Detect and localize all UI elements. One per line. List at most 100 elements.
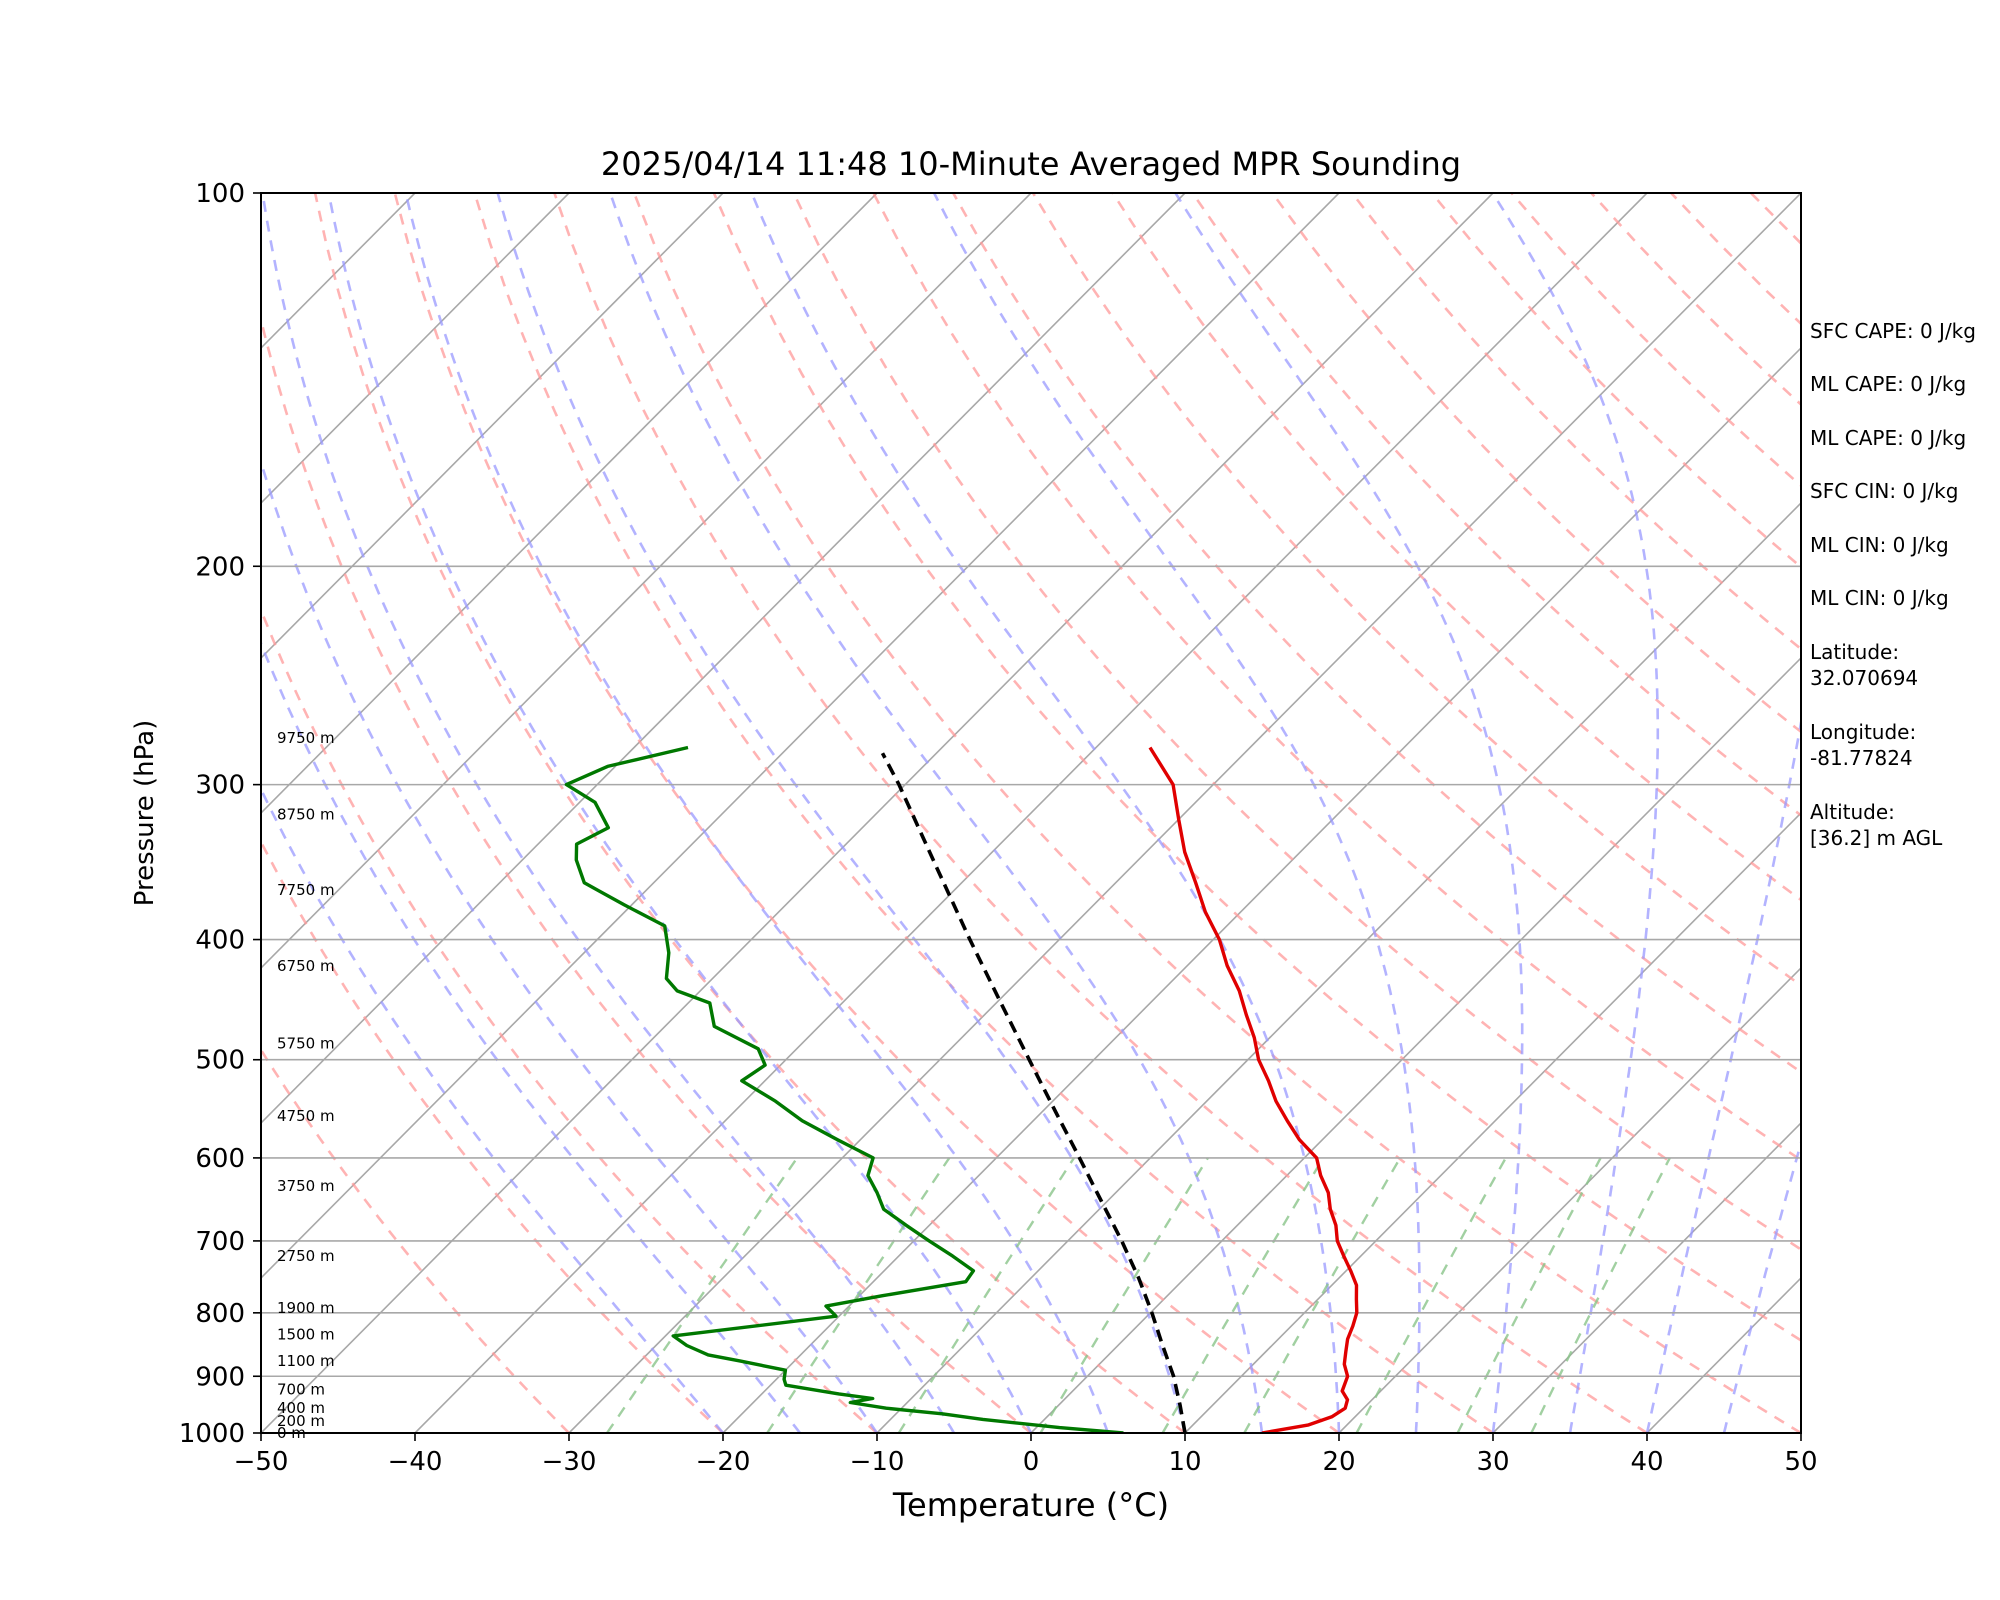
- longitude-label: Longitude:: [1810, 720, 1917, 744]
- moist-adiabat-line: [932, 193, 1421, 1433]
- dry-adiabat-line: [261, 839, 724, 1433]
- dry-adiabat-line: [872, 193, 1801, 1162]
- y-tick-label: 400: [195, 926, 245, 956]
- isotherm-line: [261, 193, 878, 815]
- isotherm-line: [722, 346, 1801, 1433]
- height-label: 4750 m: [277, 1107, 335, 1125]
- moist-adiabat-line: [1722, 1138, 1801, 1433]
- isotherm-line: [261, 193, 724, 660]
- x-tick-label: −20: [696, 1447, 751, 1477]
- dewpoint-line: [564, 745, 1124, 1433]
- moist-adiabat-line: [261, 457, 879, 1433]
- x-tick-label: 30: [1476, 1447, 1509, 1477]
- height-label: 5750 m: [277, 1034, 335, 1052]
- mixing-ratio-line: [606, 1157, 799, 1433]
- height-label: 700 m: [277, 1380, 325, 1398]
- moist-adiabat-line: [1645, 715, 1801, 1433]
- isotherm-line: [261, 193, 1186, 1125]
- y-axis-label: Pressure (hPa): [130, 720, 160, 907]
- dry-adiabat-line: [473, 193, 1494, 1433]
- x-tick-label: −40: [388, 1447, 443, 1477]
- x-tick-label: −50: [234, 1447, 289, 1477]
- height-label: 8750 m: [277, 805, 335, 823]
- latitude-label: Latitude:: [1810, 640, 1900, 664]
- dry-adiabat-line: [1191, 193, 1801, 817]
- dry-adiabat-line: [712, 193, 1801, 1342]
- moist-adiabat-line: [404, 193, 1110, 1433]
- x-tick-label: 10: [1168, 1447, 1201, 1477]
- mixing-ratio-line: [1530, 1157, 1671, 1433]
- dry-adiabat-line: [952, 193, 1801, 1074]
- mixing-ratio-line: [766, 1157, 951, 1433]
- latitude-value: 32.070694: [1810, 666, 1919, 690]
- sounding-series: [564, 745, 1359, 1433]
- isotherm-line: [1030, 656, 1801, 1433]
- isotherm-line: [876, 501, 1801, 1433]
- mixing-ratio-line: [1161, 1157, 1325, 1433]
- height-label: 9750 m: [277, 729, 335, 747]
- y-tick-label: 500: [195, 1046, 245, 1076]
- y-tick-label: 200: [195, 552, 245, 582]
- height-label: 400 m: [277, 1399, 325, 1417]
- mixing-ratio-line: [1355, 1157, 1507, 1433]
- dry-adiabat-line: [792, 193, 1801, 1251]
- dry-adiabat-line: [393, 193, 1340, 1433]
- x-axis-ticks: −50 −40 −30 −20 −10 0 10 20 30 40 50: [234, 1433, 1818, 1477]
- isotherm-line: [261, 193, 1340, 1280]
- y-tick-label: 800: [195, 1299, 245, 1329]
- moist-adiabat-line: [1491, 193, 1660, 1433]
- height-label: 1900 m: [277, 1299, 335, 1317]
- x-tick-label: −10: [850, 1447, 905, 1477]
- longitude-value: -81.77824: [1810, 746, 1913, 770]
- chart-title: 2025/04/14 11:48 10-Minute Averaged MPR …: [601, 145, 1461, 183]
- sfc-cape-text: SFC CAPE: 0 J/kg: [1810, 319, 1976, 343]
- ml-cin-text: ML CIN: 0 J/kg: [1810, 533, 1949, 557]
- y-axis-ticks: 100 200 300 400 500 600 700 800 900 1000: [179, 179, 261, 1449]
- isotherm-line: [1184, 811, 1801, 1433]
- x-tick-label: 40: [1630, 1447, 1663, 1477]
- x-tick-label: 0: [1023, 1447, 1040, 1477]
- dry-adiabat-line: [1111, 193, 1801, 902]
- height-label: 7750 m: [277, 881, 335, 899]
- y-tick-label: 1000: [179, 1419, 245, 1449]
- height-label: 6750 m: [277, 957, 335, 975]
- moist-adiabat-line: [261, 193, 956, 1433]
- background-lines: [261, 193, 1801, 1433]
- dry-adiabat-line: [261, 1047, 570, 1433]
- y-tick-label: 600: [195, 1144, 245, 1174]
- ml-cape-text: ML CAPE: 0 J/kg: [1810, 372, 1967, 396]
- dry-adiabat-line: [1031, 193, 1801, 987]
- x-tick-label: −30: [542, 1447, 597, 1477]
- moist-adiabat-line: [1174, 193, 1524, 1433]
- height-label: 1500 m: [277, 1326, 335, 1344]
- y-tick-label: 900: [195, 1362, 245, 1392]
- height-label: 200 m: [277, 1412, 325, 1430]
- height-label: 2750 m: [277, 1247, 335, 1265]
- parcel-line: [880, 752, 1187, 1433]
- moist-adiabat-line: [261, 639, 802, 1433]
- dry-adiabat-line: [553, 193, 1648, 1433]
- isotherm-line: [261, 193, 1494, 1433]
- isotherm-line: [414, 193, 1648, 1433]
- isotherm-line: [261, 193, 570, 505]
- x-axis-label: Temperature (°C): [892, 1486, 1169, 1524]
- ml-cape-text-2: ML CAPE: 0 J/kg: [1810, 426, 1967, 450]
- altitude-value: [36.2] m AGL: [1810, 826, 1943, 850]
- mixing-ratio-line: [1039, 1157, 1209, 1433]
- moist-adiabat-line: [750, 193, 1341, 1433]
- sfc-cin-text: SFC CIN: 0 J/kg: [1810, 479, 1959, 503]
- x-tick-label: 20: [1322, 1447, 1355, 1477]
- moist-adiabat-line: [608, 193, 1264, 1433]
- moist-adiabat-line: [496, 193, 1187, 1433]
- dry-adiabat-line: [261, 313, 1032, 1433]
- altitude-label: Altitude:: [1810, 800, 1895, 824]
- moist-adiabat-line: [327, 193, 1033, 1433]
- isotherm-line: [568, 193, 1801, 1433]
- y-tick-label: 100: [195, 179, 245, 209]
- isobar-grid: [261, 192, 1801, 1434]
- ml-cin-text-2: ML CIN: 0 J/kg: [1810, 586, 1949, 610]
- height-label: 1100 m: [277, 1352, 335, 1370]
- dry-adiabat-line: [632, 193, 1801, 1433]
